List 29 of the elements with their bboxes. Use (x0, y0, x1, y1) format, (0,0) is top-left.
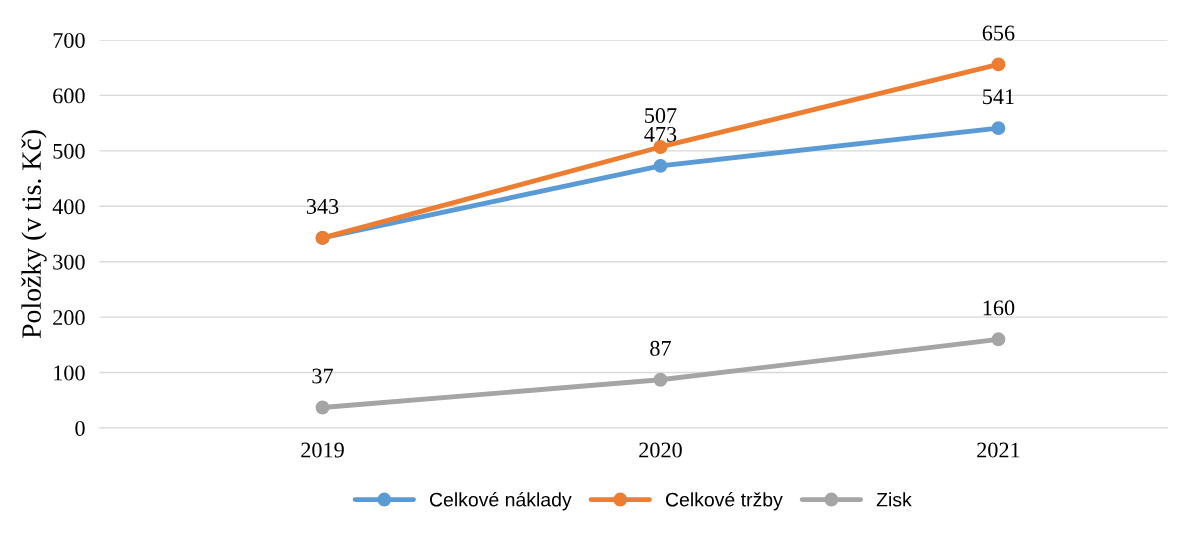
y-tick-label: 400 (52, 199, 85, 215)
data-label: 343 (306, 198, 339, 214)
y-tick-label: 600 (53, 88, 85, 104)
y-tick-label: 300 (53, 254, 85, 270)
y-tick-label: 500 (53, 143, 85, 159)
data-label: 87 (650, 340, 671, 356)
legend-label: Celkové tržby (665, 492, 783, 511)
data-label: 160 (983, 300, 1015, 316)
point (991, 121, 1006, 136)
data-label: 541 (983, 89, 1014, 105)
point (653, 372, 668, 387)
y-tick-label: 700 (53, 32, 85, 48)
legend-label: Zisk (876, 492, 912, 507)
x-tick-label: 2019 (301, 442, 344, 458)
point (653, 158, 668, 173)
y-tick-label: 100 (54, 365, 85, 381)
legend-label: Celkové náklady (429, 492, 572, 511)
data-label: 473 (644, 126, 677, 142)
data-label: 37 (312, 368, 333, 384)
data-label: 507 (645, 108, 677, 124)
data-label: 656 (982, 25, 1015, 41)
y-axis-title: Položky (v tis. Kč) (21, 130, 47, 339)
point (991, 57, 1006, 72)
y-tick-label: 200 (53, 310, 85, 326)
x-tick-label: 2021 (977, 442, 1020, 458)
point (315, 400, 330, 415)
y-tick-label: 0 (75, 420, 85, 436)
point (991, 332, 1006, 347)
x-tick-label: 2020 (639, 442, 682, 458)
